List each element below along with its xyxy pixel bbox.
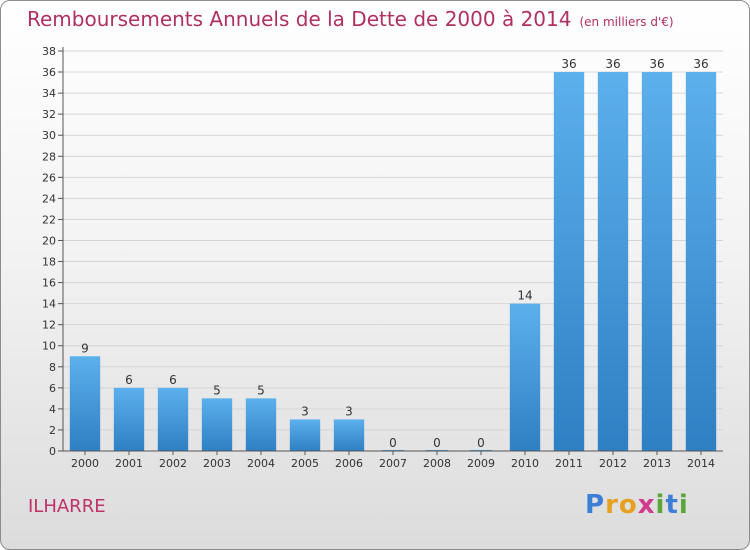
y-tick-label: 34 (42, 87, 56, 100)
y-tick-label: 36 (42, 66, 56, 79)
bar (69, 356, 101, 451)
y-tick-label: 32 (42, 108, 56, 121)
y-tick-label: 24 (42, 192, 56, 205)
bar (201, 398, 233, 451)
x-tick-label: 2011 (555, 457, 583, 470)
x-tick-label: 2010 (511, 457, 539, 470)
bar (685, 72, 717, 451)
y-tick-label: 26 (42, 171, 56, 184)
x-tick-label: 2005 (291, 457, 319, 470)
x-tick-label: 2009 (467, 457, 495, 470)
logo-letter: r (605, 490, 619, 520)
y-tick-label: 16 (42, 277, 56, 290)
bar (597, 72, 629, 451)
x-tick-label: 2001 (115, 457, 143, 470)
logo-letter: i (655, 490, 666, 520)
x-tick-label: 2014 (687, 457, 715, 470)
x-tick-label: 2006 (335, 457, 363, 470)
x-tick-label: 2012 (599, 457, 627, 470)
data-label: 36 (605, 57, 620, 71)
y-tick-label: 14 (42, 298, 56, 311)
bar (157, 387, 189, 451)
y-tick-label: 18 (42, 256, 56, 269)
bar (641, 72, 673, 451)
data-label: 5 (257, 383, 265, 397)
logo-letter: P (585, 490, 606, 520)
x-tick-label: 2007 (379, 457, 407, 470)
data-label: 36 (649, 57, 664, 71)
y-tick-label: 38 (42, 45, 56, 58)
data-label: 0 (477, 436, 485, 450)
data-label: 9 (81, 341, 89, 355)
x-tick-label: 2002 (159, 457, 187, 470)
y-tick-label: 2 (49, 424, 56, 437)
chart-title: Remboursements Annuels de la Dette de 20… (27, 7, 674, 31)
bar (113, 387, 145, 451)
unit-note: (en milliers d'€) (579, 15, 674, 29)
y-tick-label: 28 (42, 150, 56, 163)
x-tick-label: 2013 (643, 457, 671, 470)
x-tick-label: 2003 (203, 457, 231, 470)
y-tick-label: 22 (42, 213, 56, 226)
y-tick-label: 10 (42, 340, 56, 353)
logo-letter: x (637, 490, 656, 520)
y-tick-label: 0 (49, 445, 56, 458)
y-tick-label: 30 (42, 129, 56, 142)
data-label: 5 (213, 383, 221, 397)
y-tick-label: 20 (42, 234, 56, 247)
x-tick-label: 2004 (247, 457, 275, 470)
bar (553, 72, 585, 451)
bar (289, 419, 321, 451)
data-label: 3 (301, 404, 309, 418)
data-label: 6 (125, 373, 133, 387)
y-tick-label: 8 (49, 361, 56, 374)
commune-name: ILHARRE (28, 496, 106, 517)
data-label: 3 (345, 404, 353, 418)
y-tick-label: 6 (49, 382, 56, 395)
data-label: 36 (693, 57, 708, 71)
logo-letter: i (678, 490, 689, 520)
data-label: 6 (169, 373, 177, 387)
data-label: 0 (389, 436, 397, 450)
bar (509, 303, 541, 451)
data-label: 36 (561, 57, 576, 71)
chart-title-text: Remboursements Annuels de la Dette de 20… (27, 7, 572, 31)
data-label: 14 (517, 289, 532, 303)
y-tick-label: 12 (42, 319, 56, 332)
bar (333, 419, 365, 451)
bar (245, 398, 277, 451)
y-tick-label: 4 (49, 403, 56, 416)
logo-letter: t (665, 490, 679, 520)
data-label: 0 (433, 436, 441, 450)
logo-letter: o (618, 490, 638, 520)
proxiti-logo: Proxiti (585, 490, 689, 520)
x-tick-label: 2008 (423, 457, 451, 470)
x-tick-label: 2000 (71, 457, 99, 470)
